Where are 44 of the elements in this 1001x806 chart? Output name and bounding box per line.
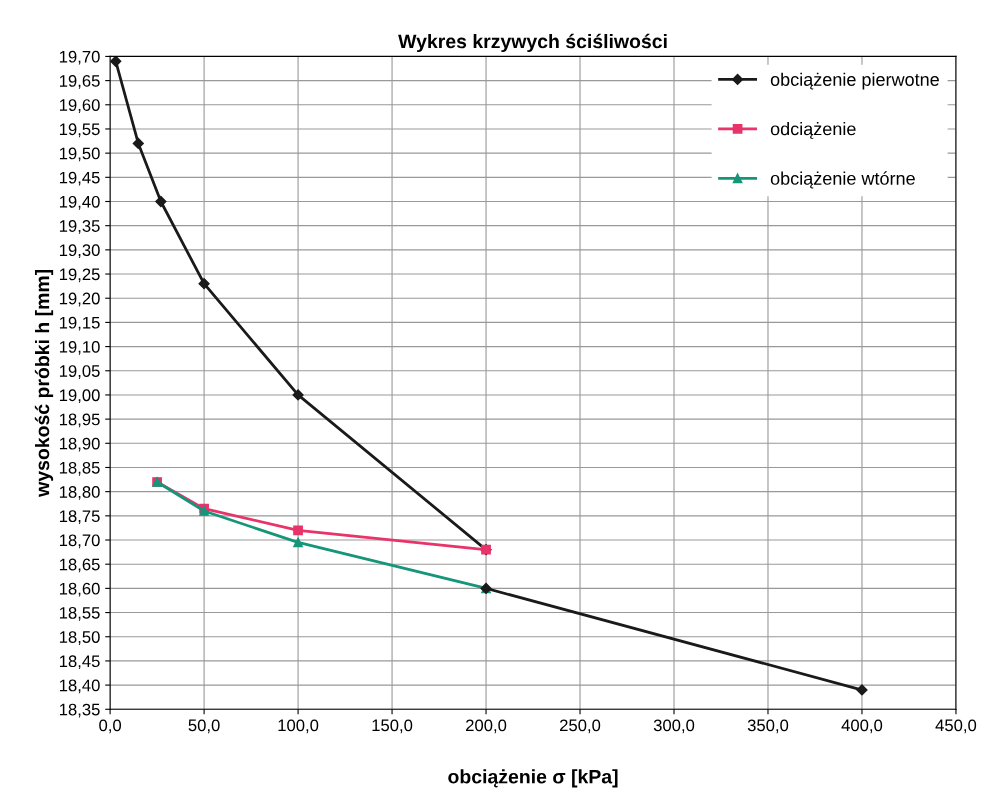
y-tick-label: 19,65 [59, 75, 100, 89]
y-tick-label: 18,55 [59, 606, 100, 621]
y-tick-label: 19,40 [59, 195, 100, 210]
x-tick-label: 200,0 [466, 719, 507, 734]
y-tick-label: 19,30 [59, 244, 100, 259]
y-tick-label: 18,45 [59, 655, 100, 670]
x-axis-title: obciążenie σ [kPa] [448, 769, 618, 788]
x-tick-label: 400,0 [841, 719, 883, 734]
y-axis-title: wysokość próbki h [mm] [34, 269, 54, 497]
x-tick-label: 250,0 [560, 719, 601, 734]
y-tick-label: 18,95 [59, 413, 100, 428]
y-tick-label: 18,65 [59, 558, 100, 573]
y-tick-label: 18,90 [59, 437, 100, 452]
y-tick-label: 18,85 [59, 461, 100, 476]
y-tick-label: 19,20 [59, 292, 100, 307]
y-tick-label: 18,80 [59, 486, 100, 500]
x-tick-label: 150,0 [372, 719, 413, 734]
y-tick-label: 18,40 [59, 679, 100, 694]
y-tick-label: 19,45 [59, 171, 100, 186]
y-tick-label: 18,50 [59, 631, 100, 645]
legend-label: obciążenie pierwotne [770, 72, 939, 90]
y-tick-label: 19,35 [59, 220, 100, 234]
x-tick-label: 450,0 [935, 719, 977, 734]
x-tick-label: 300,0 [653, 719, 695, 734]
y-tick-label: 19,55 [59, 123, 100, 138]
x-tick-label: 350,0 [747, 719, 789, 734]
x-tick-label: 50,0 [188, 719, 220, 734]
x-tick-label: 0,0 [99, 719, 122, 734]
y-tick-label: 19,10 [59, 340, 100, 355]
y-tick-label: 18,60 [59, 582, 100, 597]
legend-label: odciążenie [770, 122, 856, 139]
y-tick-label: 19,70 [59, 50, 100, 65]
y-tick-label: 18,35 [59, 703, 100, 718]
y-tick-label: 19,15 [59, 316, 100, 331]
chart-title: Wykres krzywych ściśliwości [398, 33, 667, 53]
y-tick-label: 19,50 [59, 147, 100, 162]
x-tick-label: 100,0 [278, 719, 319, 734]
y-tick-label: 19,05 [59, 365, 100, 379]
y-tick-label: 19,60 [59, 99, 100, 113]
y-tick-label: 18,75 [59, 510, 100, 525]
y-tick-label: 19,00 [59, 389, 100, 404]
y-tick-label: 19,25 [59, 268, 100, 283]
legend-label: obciążenie wtórne [770, 171, 915, 189]
y-tick-label: 18,70 [59, 534, 100, 549]
